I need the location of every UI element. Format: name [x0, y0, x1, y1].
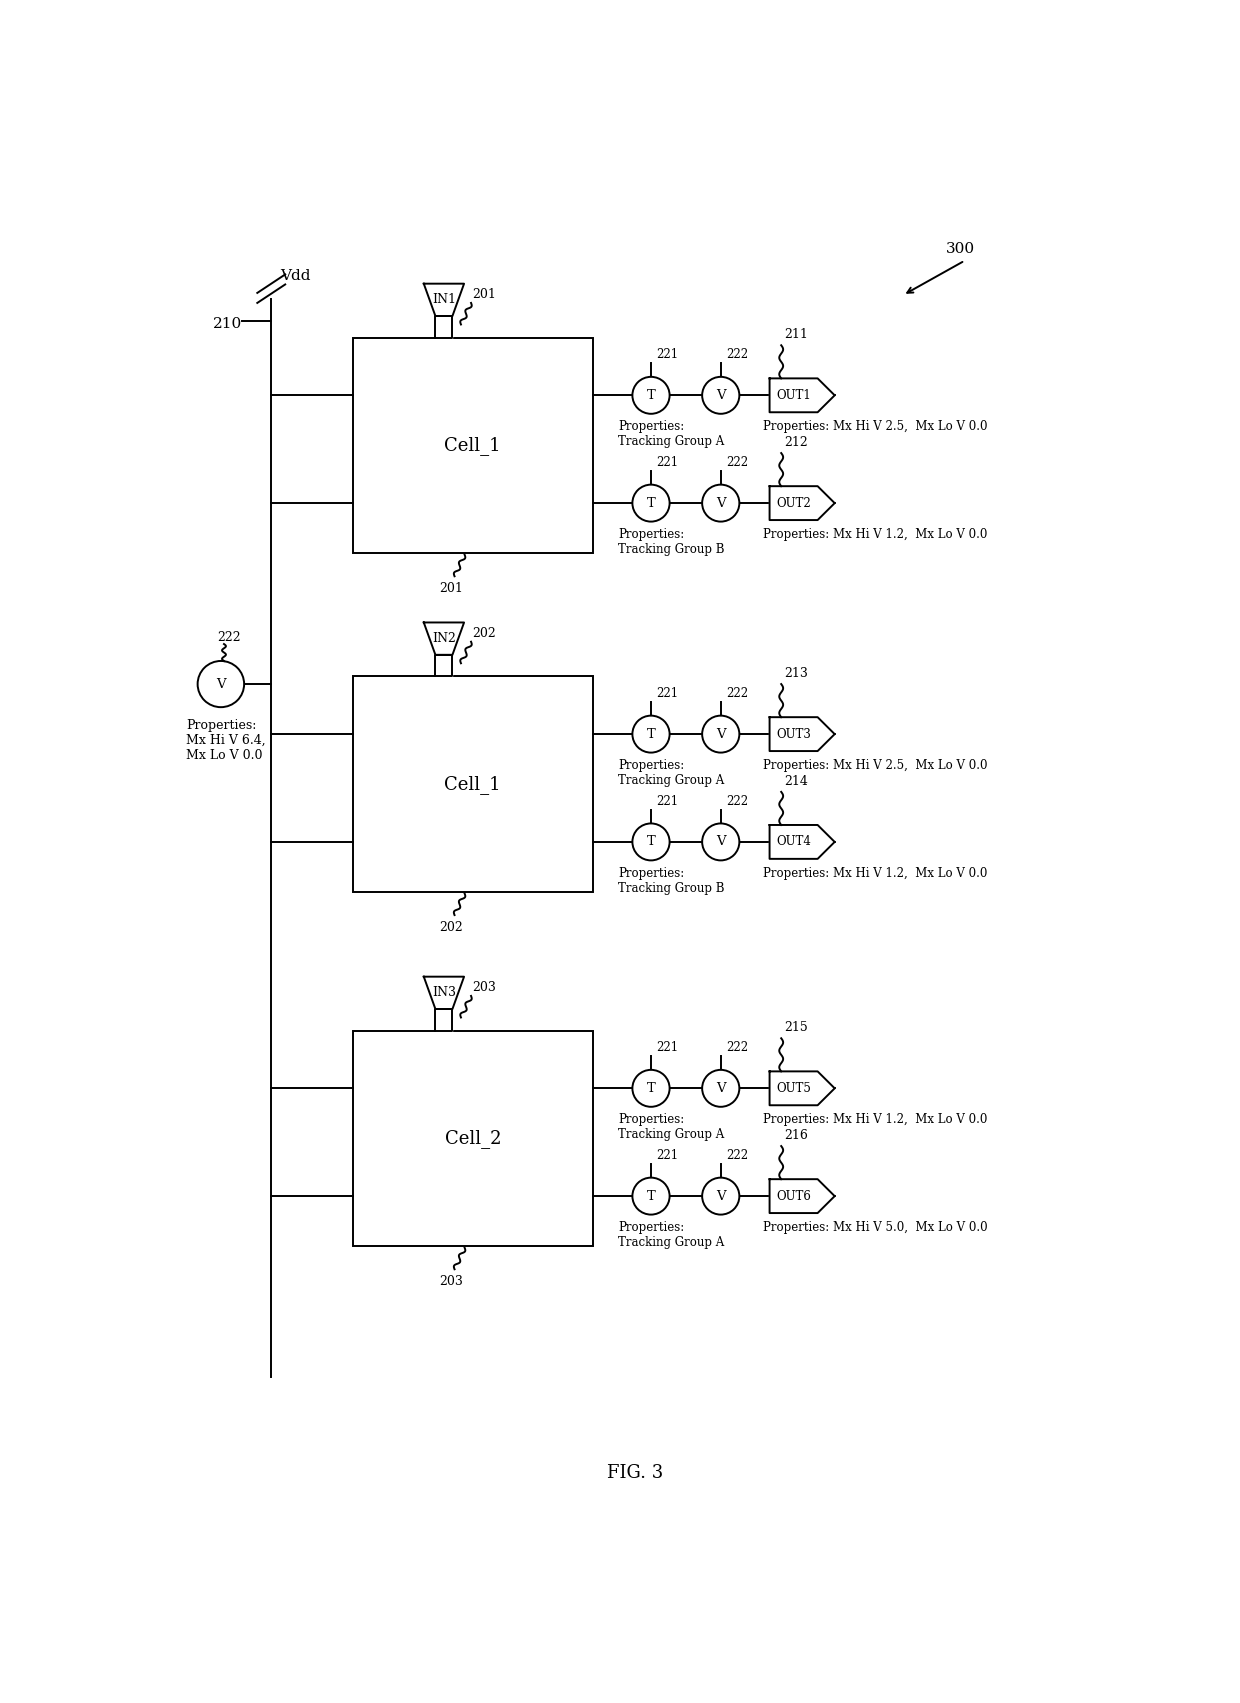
Text: T: T [646, 727, 656, 741]
Text: T: T [646, 1190, 656, 1202]
Circle shape [632, 715, 670, 753]
Text: 222: 222 [727, 1042, 748, 1054]
Text: 202: 202 [472, 627, 496, 640]
Text: 222: 222 [727, 795, 748, 807]
Text: Properties: Mx Hi V 2.5,  Mx Lo V 0.0: Properties: Mx Hi V 2.5, Mx Lo V 0.0 [764, 760, 988, 771]
Text: 201: 201 [439, 582, 464, 596]
Text: IN2: IN2 [432, 632, 456, 645]
Polygon shape [770, 485, 835, 519]
Text: 222: 222 [727, 688, 748, 700]
Bar [352, 676, 593, 892]
Polygon shape [435, 317, 453, 337]
Text: Properties:
Tracking Group A: Properties: Tracking Group A [619, 760, 724, 787]
Polygon shape [770, 824, 835, 858]
Text: 222: 222 [727, 349, 748, 361]
Text: 222: 222 [217, 632, 241, 644]
Text: 203: 203 [439, 1276, 464, 1289]
Polygon shape [770, 1071, 835, 1105]
Text: 212: 212 [784, 436, 808, 450]
Text: 222: 222 [727, 1150, 748, 1161]
Text: Properties:
Tracking Group A: Properties: Tracking Group A [619, 421, 724, 448]
Text: OUT3: OUT3 [776, 727, 811, 741]
Circle shape [632, 376, 670, 414]
Text: OUT2: OUT2 [776, 497, 811, 509]
Polygon shape [424, 623, 464, 656]
Polygon shape [424, 284, 464, 317]
Text: 221: 221 [656, 349, 678, 361]
Text: Properties: Mx Hi V 5.0,  Mx Lo V 0.0: Properties: Mx Hi V 5.0, Mx Lo V 0.0 [764, 1221, 988, 1233]
Text: Cell_1: Cell_1 [444, 436, 501, 455]
Text: 202: 202 [439, 921, 464, 935]
Text: IN1: IN1 [432, 293, 456, 307]
Circle shape [197, 661, 244, 707]
Text: IN3: IN3 [432, 986, 456, 1000]
Circle shape [702, 824, 739, 860]
Text: OUT5: OUT5 [776, 1081, 811, 1095]
Circle shape [632, 485, 670, 521]
Text: V: V [715, 727, 725, 741]
Text: OUT1: OUT1 [776, 388, 811, 402]
Circle shape [632, 824, 670, 860]
Polygon shape [770, 1178, 835, 1213]
Text: FIG. 3: FIG. 3 [608, 1465, 663, 1482]
Text: 221: 221 [656, 1150, 678, 1161]
Text: Properties: Mx Hi V 2.5,  Mx Lo V 0.0: Properties: Mx Hi V 2.5, Mx Lo V 0.0 [764, 421, 988, 433]
Text: 215: 215 [784, 1022, 808, 1034]
Circle shape [632, 1178, 670, 1214]
Circle shape [702, 715, 739, 753]
Text: 210: 210 [213, 317, 242, 332]
Text: 221: 221 [656, 456, 678, 470]
Text: V: V [715, 836, 725, 848]
Bar [352, 1030, 593, 1247]
Text: Properties:
Tracking Group A: Properties: Tracking Group A [619, 1114, 724, 1141]
Circle shape [702, 485, 739, 521]
Text: Properties: Mx Hi V 1.2,  Mx Lo V 0.0: Properties: Mx Hi V 1.2, Mx Lo V 0.0 [764, 867, 988, 879]
Text: Properties:
Tracking Group B: Properties: Tracking Group B [619, 528, 725, 555]
Circle shape [632, 1069, 670, 1107]
Text: OUT4: OUT4 [776, 836, 811, 848]
Text: Properties:
Tracking Group B: Properties: Tracking Group B [619, 867, 725, 894]
Text: 213: 213 [784, 668, 808, 679]
Text: Properties:
Tracking Group A: Properties: Tracking Group A [619, 1221, 724, 1248]
Text: V: V [216, 678, 226, 691]
Text: 214: 214 [784, 775, 808, 788]
Polygon shape [770, 717, 835, 751]
Circle shape [702, 376, 739, 414]
Text: 201: 201 [472, 288, 496, 301]
Text: Cell_2: Cell_2 [444, 1129, 501, 1148]
Text: OUT6: OUT6 [776, 1190, 811, 1202]
Text: 221: 221 [656, 795, 678, 807]
Text: T: T [646, 497, 656, 509]
Polygon shape [435, 1008, 453, 1030]
Text: V: V [715, 497, 725, 509]
Text: Properties: Mx Hi V 1.2,  Mx Lo V 0.0: Properties: Mx Hi V 1.2, Mx Lo V 0.0 [764, 1114, 988, 1126]
Text: T: T [646, 388, 656, 402]
Circle shape [702, 1178, 739, 1214]
Polygon shape [770, 378, 835, 412]
Text: 221: 221 [656, 688, 678, 700]
Text: 221: 221 [656, 1042, 678, 1054]
Text: V: V [715, 1190, 725, 1202]
Text: 222: 222 [727, 456, 748, 470]
Text: Properties: Mx Hi V 1.2,  Mx Lo V 0.0: Properties: Mx Hi V 1.2, Mx Lo V 0.0 [764, 528, 988, 542]
Polygon shape [435, 656, 453, 676]
Text: V: V [715, 1081, 725, 1095]
Polygon shape [424, 976, 464, 1008]
Text: Vdd: Vdd [280, 269, 311, 283]
Text: T: T [646, 1081, 656, 1095]
Text: Properties:
Mx Hi V 6.4,
Mx Lo V 0.0: Properties: Mx Hi V 6.4, Mx Lo V 0.0 [186, 719, 265, 761]
Text: T: T [646, 836, 656, 848]
Text: 300: 300 [945, 242, 975, 255]
Text: V: V [715, 388, 725, 402]
Circle shape [702, 1069, 739, 1107]
Text: 216: 216 [784, 1129, 808, 1143]
Bar [352, 337, 593, 553]
Text: 211: 211 [784, 329, 808, 341]
Text: Cell_1: Cell_1 [444, 775, 501, 794]
Text: 203: 203 [472, 981, 496, 995]
